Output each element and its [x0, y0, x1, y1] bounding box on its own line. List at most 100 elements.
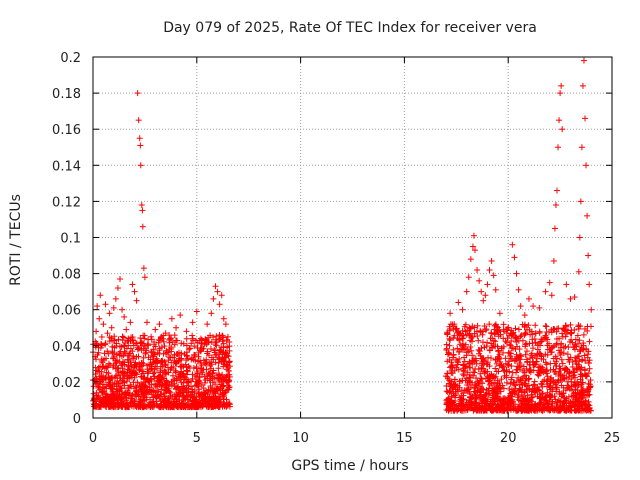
data-point [198, 391, 205, 398]
data-point [178, 356, 185, 363]
data-point [173, 377, 180, 384]
data-point [488, 257, 495, 264]
x-tick-label: 10 [292, 431, 309, 446]
data-point [108, 324, 115, 331]
data-point [219, 358, 226, 365]
data-point [479, 339, 486, 346]
data-point [191, 343, 198, 350]
data-point [134, 346, 141, 353]
data-point [184, 368, 191, 375]
data-point [180, 340, 187, 347]
data-point [199, 371, 206, 378]
data-point [94, 303, 101, 310]
data-point [478, 288, 485, 295]
data-point [131, 288, 138, 295]
data-point [97, 292, 104, 299]
data-point [511, 254, 518, 261]
data-point [515, 326, 522, 333]
data-point [443, 341, 450, 348]
data-point [143, 319, 150, 326]
data-point [543, 323, 550, 330]
data-point [160, 338, 167, 345]
data-point [178, 400, 185, 407]
data-point [141, 403, 148, 410]
data-point [188, 356, 195, 363]
data-point [121, 313, 128, 320]
data-point [463, 288, 470, 295]
data-point [187, 383, 194, 390]
data-point [102, 301, 109, 308]
data-point [172, 369, 179, 376]
y-tick-labels: 0 0.02 0.04 0.06 0.08 0.1 0.12 0.14 0.16 0.18 0.2 [52, 51, 81, 427]
data-point [116, 380, 123, 387]
data-point [159, 396, 166, 403]
data-point [140, 360, 147, 367]
data-point [488, 329, 495, 336]
data-point [125, 342, 132, 349]
data-point [153, 394, 160, 401]
data-point [220, 382, 227, 389]
data-point [475, 337, 482, 344]
y-tick-label: 0.12 [52, 195, 81, 210]
data-point [93, 328, 100, 335]
data-point [157, 391, 164, 398]
data-point [140, 265, 147, 272]
data-point [132, 388, 139, 395]
data-point [107, 385, 114, 392]
data-point [161, 343, 168, 350]
data-point [216, 399, 223, 406]
data-point [492, 365, 499, 372]
data-point [129, 281, 136, 288]
y-tick-label: 0.16 [52, 123, 81, 138]
data-point [225, 368, 232, 375]
data-point [207, 345, 214, 352]
data-point [111, 337, 118, 344]
data-point [178, 362, 185, 369]
data-point [183, 335, 190, 342]
data-point [226, 373, 233, 380]
data-point [120, 393, 127, 400]
data-point [142, 350, 149, 357]
data-point [168, 335, 175, 342]
data-point [158, 359, 165, 366]
data-point [202, 390, 209, 397]
data-point [171, 351, 178, 358]
data-point [517, 303, 524, 310]
data-point [183, 382, 190, 389]
data-point [455, 299, 462, 306]
data-point [218, 292, 225, 299]
data-point [551, 225, 558, 232]
data-point [191, 398, 198, 405]
data-point [123, 345, 130, 352]
data-point [225, 386, 232, 393]
data-point [137, 142, 144, 149]
data-point [509, 241, 516, 248]
data-point [208, 338, 215, 345]
data-point [189, 393, 196, 400]
data-point [140, 354, 147, 361]
data-point [121, 348, 128, 355]
data-point [558, 356, 565, 363]
data-point [162, 368, 169, 375]
data-point [116, 276, 123, 283]
data-point [105, 360, 112, 367]
data-point [98, 333, 105, 340]
data-point [93, 389, 100, 396]
data-point [163, 385, 170, 392]
data-point [96, 378, 103, 385]
data-point [205, 370, 212, 377]
data-point [186, 346, 193, 353]
data-point [224, 333, 231, 340]
data-point [447, 310, 454, 317]
data-point [115, 336, 122, 343]
data-point [208, 354, 215, 361]
data-point [584, 212, 591, 219]
data-point [565, 344, 572, 351]
data-point [134, 379, 141, 386]
data-point [184, 355, 191, 362]
data-point [513, 270, 520, 277]
data-point [103, 375, 110, 382]
data-point [184, 378, 191, 385]
data-point [110, 362, 117, 369]
data-point [169, 372, 176, 379]
